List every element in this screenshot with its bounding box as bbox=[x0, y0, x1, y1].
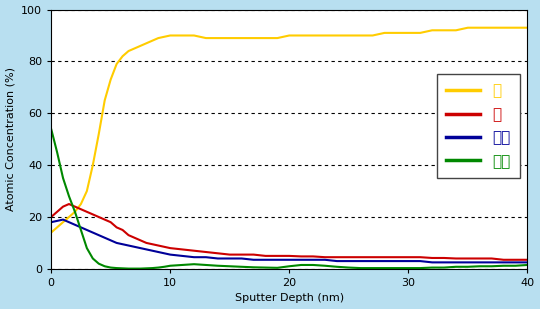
X-axis label: Sputter Depth (nm): Sputter Depth (nm) bbox=[235, 294, 344, 303]
Y-axis label: Atomic Concentration (%): Atomic Concentration (%) bbox=[5, 67, 16, 211]
Legend: 金, 銅, 酸素, 炭素: 金, 銅, 酸素, 炭素 bbox=[437, 74, 519, 178]
